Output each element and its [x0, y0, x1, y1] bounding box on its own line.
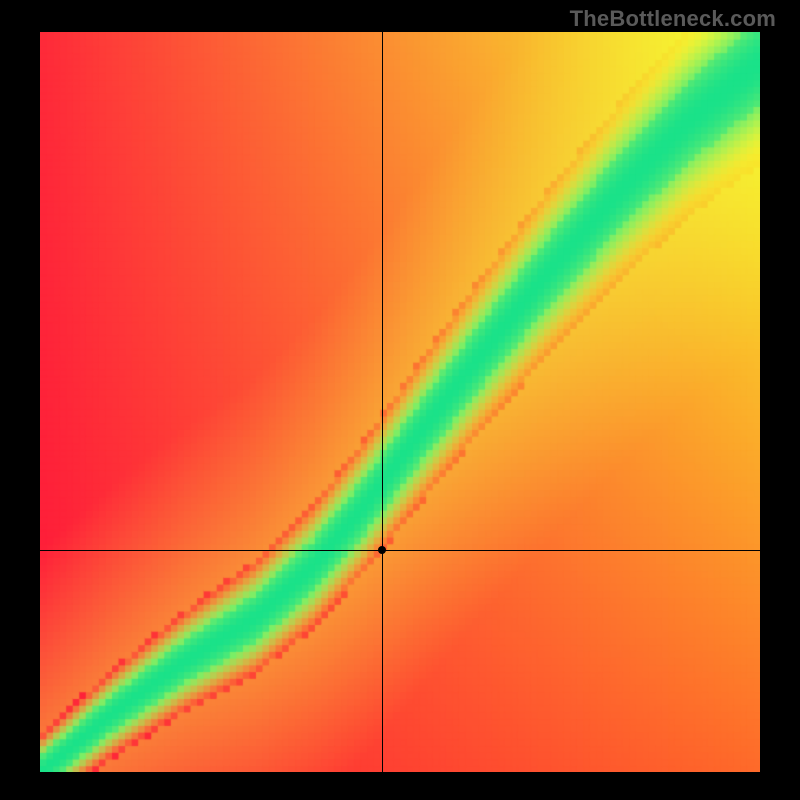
bottleneck-heatmap [40, 32, 760, 772]
crosshair-horizontal [40, 550, 760, 551]
watermark-text: TheBottleneck.com [570, 6, 776, 32]
data-point-marker [378, 546, 386, 554]
crosshair-vertical [382, 32, 383, 772]
chart-container: TheBottleneck.com [0, 0, 800, 800]
